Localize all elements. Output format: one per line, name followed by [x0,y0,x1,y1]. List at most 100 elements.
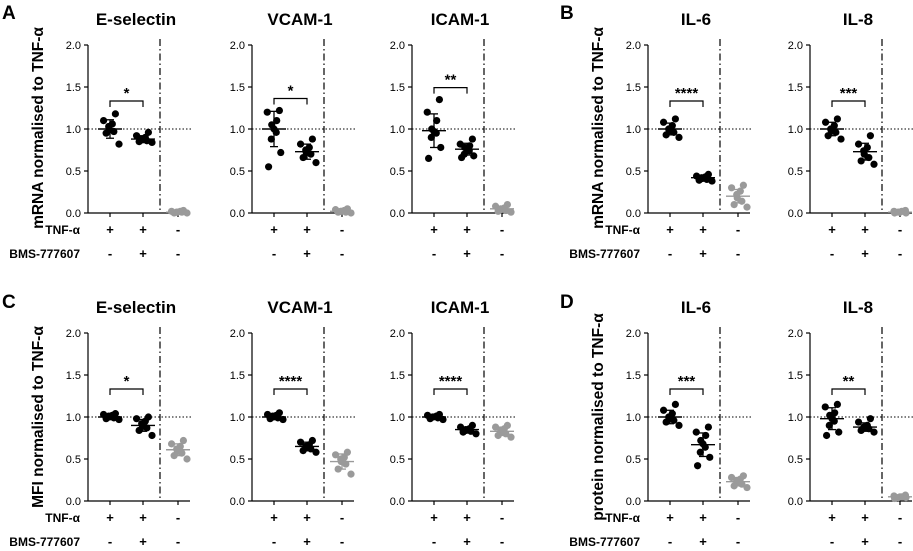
condition-bms-symbol: + [139,534,147,549]
y-tick-label: 0.0 [230,496,245,508]
data-point [866,415,875,423]
data-point [738,197,746,205]
chart-b-il-6: IL-6 0.0 0.5 1.0 1.5 2.0 **** + - + + - - [626,10,752,261]
data-point [670,416,678,424]
y-tick-label: 1.5 [390,82,405,94]
y-tick-label: 1.5 [390,370,405,382]
data-point [727,184,736,192]
data-point [135,138,143,146]
significance-bracket [433,388,468,395]
chart-title: IL-8 [843,298,873,317]
data-point [706,453,714,461]
data-point [507,433,515,441]
data-point [170,209,178,217]
condition-tnf-symbol: + [828,222,836,237]
data-point [183,209,191,217]
y-tick-label: 1.0 [788,412,803,424]
data-point [167,440,176,448]
y-tick-label: 1.0 [788,124,803,136]
row-label-tnf-c: TNF-α [45,511,80,525]
data-point [143,424,151,432]
chart-a-e-selectin: E-selectin 0.0 0.5 1.0 1.5 2.0 * + - + + - - [66,10,192,261]
data-point [743,203,751,211]
data-point [425,154,433,162]
data-point [738,480,746,488]
data-point [727,473,736,482]
condition-bms-symbol: + [303,246,311,261]
data-point [347,209,355,217]
condition-bms-symbol: - [668,534,672,549]
y-tick-label: 2.0 [626,40,641,52]
condition-tnf-symbol: - [500,510,504,525]
data-point [696,448,704,456]
condition-tnf-symbol: + [828,510,836,525]
condition-tnf-symbol: + [699,222,707,237]
data-point [823,431,831,440]
data-point [662,418,670,426]
data-point [279,415,287,424]
data-point [694,462,702,470]
data-point [423,108,431,116]
y-tick-label: 1.0 [626,124,641,136]
y-axis-label-a-text: mRNA normalised to TNF-α [30,27,47,229]
data-point [148,138,156,147]
data-point [832,128,840,136]
data-point [435,96,443,104]
condition-tnf-symbol: - [736,510,740,525]
y-tick-label: 0.0 [788,496,803,508]
significance-bracket [109,388,144,395]
significance-label: **** [675,85,699,102]
y-tick-label: 0.0 [390,496,405,508]
condition-bms-symbol: + [139,246,147,261]
data-point [266,415,274,423]
y-tick-label: 1.0 [230,412,245,424]
data-point [275,106,283,115]
condition-tnf-symbol: - [736,222,740,237]
data-point [334,465,342,473]
condition-tnf-symbol: + [106,510,114,525]
data-point [472,430,480,438]
chart-title: E-selectin [96,10,176,29]
data-point [342,460,350,468]
y-tick-label: 1.5 [66,370,81,382]
condition-tnf-symbol: + [699,510,707,525]
data-point [277,148,285,157]
condition-tnf-symbol: + [666,222,674,237]
condition-tnf-symbol: + [430,222,438,237]
y-tick-label: 0.5 [788,454,803,466]
chart-title: ICAM-1 [431,10,490,29]
row-label-tnf-b: TNF-α [605,223,640,237]
condition-tnf-symbol: + [270,222,278,237]
data-point [701,443,709,451]
data-point [902,494,910,502]
data-point [739,181,748,189]
row-label-bms-c: BMS-777607 [9,535,80,549]
data-point [743,483,751,492]
y-tick-label: 0.0 [230,208,245,220]
condition-bms-symbol: - [668,246,672,261]
chart-d-il-6: IL-6 0.0 0.5 1.0 1.5 2.0 *** + - + + - - [626,298,752,549]
data-point [459,428,467,436]
y-tick-label: 0.5 [66,166,81,178]
y-tick-label: 0.5 [626,454,641,466]
data-point [702,431,710,440]
data-point [825,421,833,429]
significance-bracket [433,87,468,94]
row-label-bms-a: BMS-777607 [9,247,80,261]
chart-title: VCAM-1 [267,10,332,29]
y-axis-label-d: protein normalised to TNF-α [590,313,607,521]
condition-bms-symbol: - [340,534,344,549]
y-tick-label: 2.0 [788,40,803,52]
data-point [507,208,515,216]
y-tick-label: 1.5 [626,82,641,94]
data-point [670,128,678,136]
row-label-bms-b: BMS-777607 [569,247,640,261]
y-tick-label: 2.0 [390,40,405,52]
condition-tnf-symbol: - [176,510,180,525]
condition-tnf-symbol: + [303,510,311,525]
y-tick-label: 1.0 [66,412,81,424]
y-tick-label: 0.0 [788,208,803,220]
significance-bracket [831,100,866,107]
condition-tnf-symbol: - [340,222,344,237]
y-tick-label: 0.5 [230,454,245,466]
